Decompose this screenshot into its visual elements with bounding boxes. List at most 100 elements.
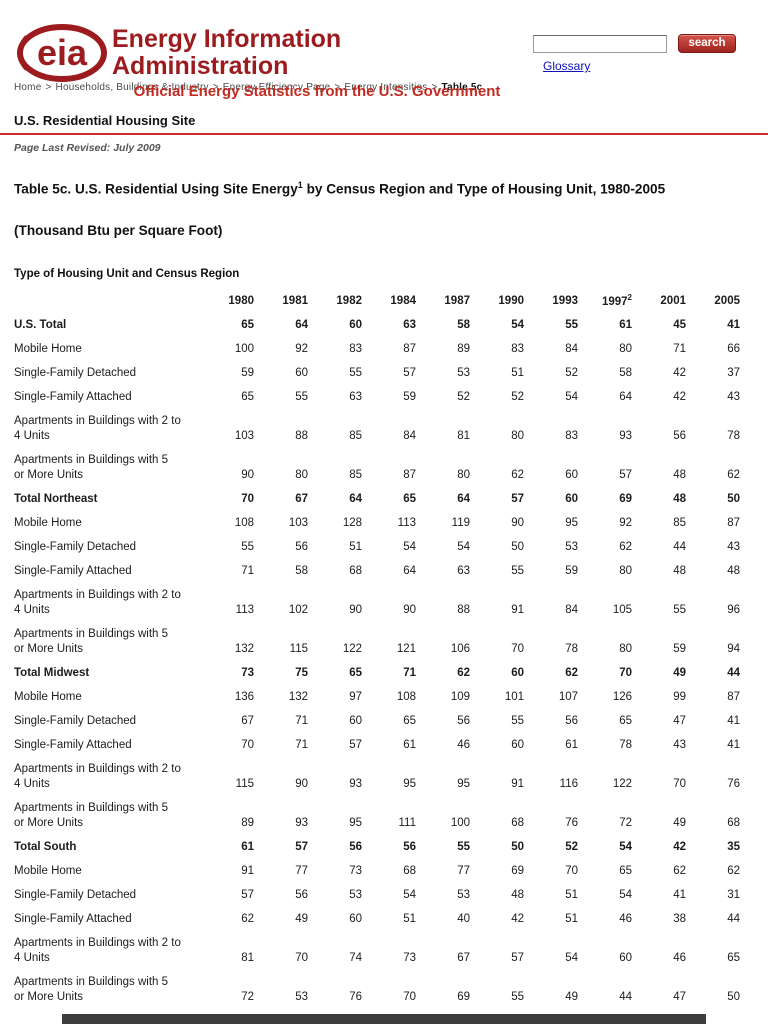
value-cell: 42 <box>673 367 686 380</box>
value-cell: 50 <box>511 541 524 554</box>
value-cell: 61 <box>241 841 254 854</box>
value-cell: 52 <box>565 841 578 854</box>
value-cell: 71 <box>295 739 308 752</box>
value-cell: 100 <box>234 343 254 356</box>
value-cell: 70 <box>295 952 308 965</box>
breadcrumb-link[interactable]: Energy Intensities <box>344 82 428 93</box>
row-label: Single-Family Detached <box>14 541 137 554</box>
breadcrumb-link[interactable]: Home <box>14 82 42 93</box>
row-label: Single-Family Attached <box>14 913 132 926</box>
breadcrumb-link[interactable]: Energy Efficiency Page <box>222 82 331 93</box>
value-cell: 62 <box>565 667 578 680</box>
value-cell: 122 <box>342 643 362 656</box>
search-button[interactable]: search <box>678 34 736 53</box>
value-cell: 47 <box>673 991 686 1004</box>
year-column-header: 2005 <box>714 295 740 308</box>
value-cell: 56 <box>457 715 470 728</box>
value-cell: 67 <box>241 715 254 728</box>
value-cell: 92 <box>619 517 632 530</box>
value-cell: 91 <box>241 865 254 878</box>
value-cell: 69 <box>619 493 632 506</box>
site-title: Energy Information Administration <box>112 25 342 80</box>
row-label: Apartments in Buildings with 5 or More U… <box>14 454 169 482</box>
value-cell: 70 <box>403 991 416 1004</box>
value-cell: 68 <box>349 565 362 578</box>
value-cell: 62 <box>241 913 254 926</box>
value-cell: 50 <box>511 841 524 854</box>
row-label: Apartments in Buildings with 5 or More U… <box>14 628 169 656</box>
row-label: Total Northeast <box>14 493 98 506</box>
value-cell: 70 <box>241 493 254 506</box>
value-cell: 43 <box>727 391 740 404</box>
value-cell: 48 <box>727 565 740 578</box>
value-cell: 70 <box>565 865 578 878</box>
value-cell: 57 <box>403 367 416 380</box>
value-cell: 56 <box>295 541 308 554</box>
row-label: Apartments in Buildings with 5 or More U… <box>14 802 169 830</box>
value-cell: 55 <box>511 991 524 1004</box>
value-cell: 65 <box>619 865 632 878</box>
table-row: Apartments in Buildings with 5 or More U… <box>14 971 740 1010</box>
value-cell: 46 <box>673 952 686 965</box>
value-cell: 59 <box>241 367 254 380</box>
page-title: U.S. Residential Housing Site <box>14 113 196 128</box>
value-cell: 85 <box>673 517 686 530</box>
table-row: Apartments in Buildings with 5 or More U… <box>14 449 740 488</box>
year-column-header: 2001 <box>660 295 686 308</box>
value-cell: 57 <box>619 469 632 482</box>
value-cell: 65 <box>727 952 740 965</box>
value-cell: 69 <box>457 991 470 1004</box>
value-cell: 73 <box>349 865 362 878</box>
value-cell: 87 <box>727 517 740 530</box>
table-row: Apartments in Buildings with 2 to 4 Unit… <box>14 410 740 449</box>
value-cell: 54 <box>403 889 416 902</box>
value-cell: 53 <box>349 889 362 902</box>
row-label: Mobile Home <box>14 343 82 356</box>
value-cell: 85 <box>349 430 362 443</box>
brand-block: Energy Information Administration Offici… <box>112 25 522 101</box>
value-cell: 60 <box>511 739 524 752</box>
search-input[interactable] <box>533 34 667 53</box>
year-column-header: 19972 <box>601 292 632 308</box>
glossary-link[interactable]: Glossary <box>543 59 591 73</box>
value-cell: 56 <box>673 430 686 443</box>
value-cell: 65 <box>403 715 416 728</box>
table-row: Mobile Home 91 77 73 68 77 69 70 65 62 62 <box>14 860 740 884</box>
value-cell: 42 <box>511 913 524 926</box>
value-cell: 101 <box>504 691 524 704</box>
value-cell: 113 <box>235 604 254 617</box>
value-cell: 53 <box>457 889 470 902</box>
value-cell: 95 <box>403 778 416 791</box>
table-row: Single-Family Detached 57 56 53 54 53 48 51 54 4… <box>14 884 740 908</box>
value-cell: 70 <box>619 667 632 680</box>
value-cell: 57 <box>241 889 254 902</box>
value-cell: 95 <box>565 517 578 530</box>
value-cell: 80 <box>619 343 632 356</box>
value-cell: 80 <box>457 469 470 482</box>
row-label: Apartments in Buildings with 2 to 4 Unit… <box>14 763 181 791</box>
value-cell: 38 <box>673 913 686 926</box>
breadcrumb-separator: > <box>45 82 52 93</box>
year-column-header: 1993 <box>552 295 578 308</box>
value-cell: 53 <box>565 541 578 554</box>
svg-text:eia: eia <box>37 32 88 73</box>
value-cell: 53 <box>457 367 470 380</box>
value-cell: 59 <box>673 643 686 656</box>
value-cell: 85 <box>349 469 362 482</box>
value-cell: 64 <box>457 493 470 506</box>
row-label: Mobile Home <box>14 517 82 530</box>
value-cell: 122 <box>612 778 632 791</box>
eia-logo[interactable]: eia <box>12 22 108 84</box>
row-label: Single-Family Attached <box>14 739 132 752</box>
value-cell: 136 <box>234 691 254 704</box>
value-cell: 41 <box>727 715 740 728</box>
value-cell: 65 <box>403 493 416 506</box>
value-cell: 93 <box>619 430 632 443</box>
table-row: Total Midwest 73 75 65 71 62 60 62 70 49 44 <box>14 662 740 686</box>
year-footnote-marker: 2 <box>627 292 632 302</box>
table-row: Single-Family Attached 70 71 57 61 46 60 61 78 4… <box>14 734 740 758</box>
last-revised-text: Page Last Revised: July 2009 <box>14 142 161 154</box>
value-cell: 78 <box>727 430 740 443</box>
value-cell: 61 <box>565 739 578 752</box>
breadcrumb-link[interactable]: Households, Buildings & Industry <box>55 82 209 93</box>
